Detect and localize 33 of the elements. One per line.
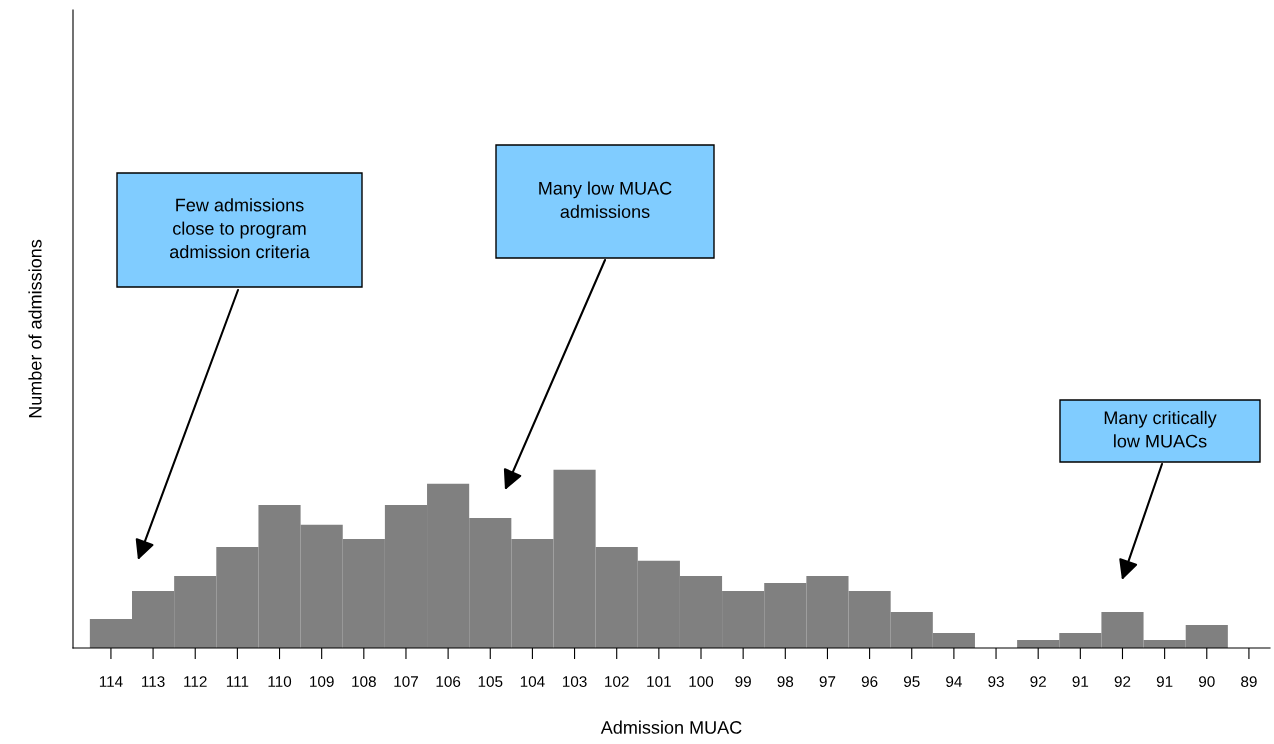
x-tick-label: 112 xyxy=(184,676,207,687)
x-tick-label: 94 xyxy=(946,676,962,687)
x-tick-label: 100 xyxy=(689,676,714,687)
text: Many low MUAC admissions xyxy=(539,181,672,219)
x-tick-label: 110 xyxy=(268,676,292,687)
x-tick-label: 99 xyxy=(735,676,751,687)
x-tick-label: 106 xyxy=(436,676,461,687)
text: Few admissions close to program admission criteria xyxy=(170,198,310,259)
x-tick-label: 107 xyxy=(394,676,418,687)
y-axis-title: Number of admissions xyxy=(28,239,42,418)
x-tick-label: 91 xyxy=(1072,676,1089,687)
x-tick-label: 108 xyxy=(352,676,376,687)
x-tick-label: 95 xyxy=(903,676,920,687)
x-tick-label: 113 xyxy=(142,676,165,687)
x-tick-label: 91 xyxy=(1156,676,1173,687)
x-tick-label: 98 xyxy=(777,676,794,687)
x-tick-label: 109 xyxy=(310,676,334,687)
x-tick-label: 111 xyxy=(226,676,249,687)
x-tick-label: 102 xyxy=(605,676,629,687)
x-tick-label: 105 xyxy=(478,676,503,687)
x-tick-label: 104 xyxy=(520,676,545,687)
x-tick-label: 92 xyxy=(1114,676,1131,687)
x-tick-label: 96 xyxy=(861,676,878,687)
x-tick-label: 92 xyxy=(1030,676,1046,687)
x-tick-label: 97 xyxy=(819,676,836,687)
text: Many critically low MUACs xyxy=(1104,410,1217,448)
x-tick-label: 103 xyxy=(562,676,587,687)
x-tick-label: 114 xyxy=(99,676,123,687)
x-axis-title: Admission MUAC xyxy=(600,720,742,734)
x-tick-label: 93 xyxy=(988,676,1004,687)
x-tick-label: 101 xyxy=(647,676,671,687)
x-tick-label: 89 xyxy=(1241,676,1257,687)
x-tick-label: 90 xyxy=(1199,676,1215,687)
